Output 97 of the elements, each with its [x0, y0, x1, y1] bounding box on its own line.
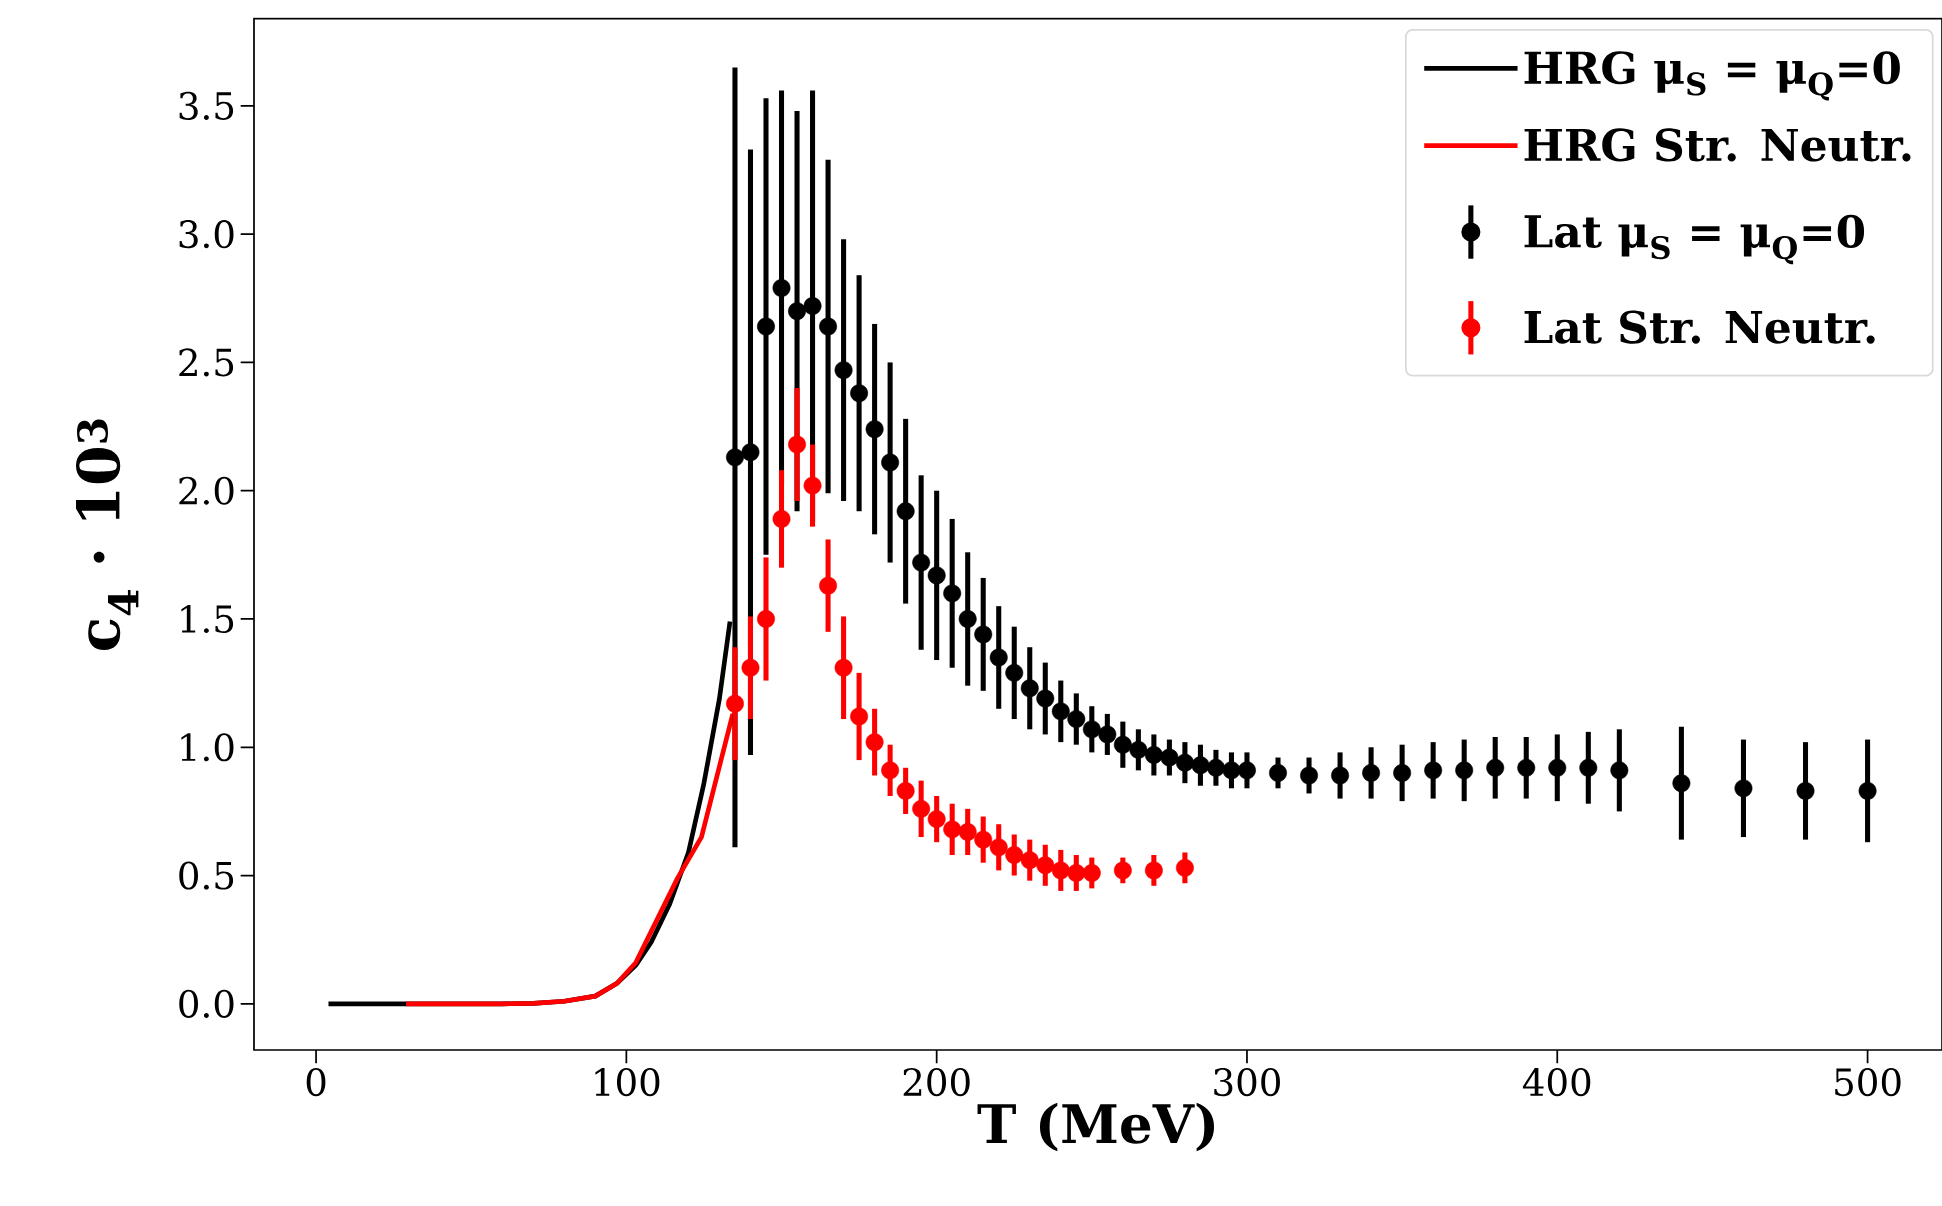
point [834, 361, 853, 380]
point [1300, 766, 1318, 785]
point [881, 761, 900, 780]
y-tick-label: 0.5 [179, 861, 234, 890]
legend-label: HRG Str. Neutr. [1524, 128, 1911, 162]
point [803, 476, 822, 495]
point [1067, 864, 1086, 882]
point [974, 625, 993, 644]
point [958, 822, 977, 841]
point [1113, 861, 1132, 880]
point [1238, 761, 1256, 780]
point [850, 707, 869, 726]
point [1610, 761, 1629, 780]
point [974, 830, 993, 849]
point [912, 799, 931, 818]
point [1082, 864, 1101, 882]
point [989, 648, 1008, 667]
point [1175, 753, 1194, 772]
point [1269, 763, 1287, 782]
point [1858, 781, 1877, 800]
point [1548, 758, 1567, 777]
point [1517, 758, 1536, 777]
point [757, 317, 775, 336]
point [1796, 781, 1815, 800]
point [1455, 761, 1474, 780]
point [896, 502, 915, 521]
point [943, 820, 962, 839]
point [803, 297, 822, 315]
point [1144, 861, 1163, 880]
point [1734, 779, 1753, 798]
point [819, 317, 837, 336]
point [1207, 758, 1225, 777]
point [1051, 702, 1070, 721]
point [1175, 858, 1194, 877]
x-tick-label: 300 [1214, 1068, 1280, 1097]
y-axis-title: c$_{4}$ · 10$^{3}$ [76, 419, 139, 651]
point [1160, 748, 1179, 767]
point [1113, 735, 1132, 754]
y-tick-label: 0.0 [179, 989, 234, 1018]
y-tick-label: 2.0 [179, 476, 234, 505]
point [757, 610, 775, 628]
y-tick-label: 1.5 [181, 604, 234, 634]
point [1036, 856, 1055, 875]
point [1579, 758, 1598, 777]
x-axis-title: T (MeV) [977, 1102, 1215, 1152]
x-tick-label: 400 [1522, 1068, 1591, 1097]
point [943, 584, 962, 603]
x-tick-label: 100 [595, 1068, 660, 1097]
point [989, 838, 1008, 857]
point [726, 694, 744, 713]
point [788, 435, 806, 454]
point [1144, 746, 1163, 764]
point [1129, 740, 1148, 759]
y-tick-label: 3.5 [179, 91, 234, 120]
x-tick-label: 200 [903, 1068, 970, 1097]
point [772, 279, 791, 297]
legend-label: Lat μ$_{S}$ = μ$_{Q}$=0 [1524, 214, 1865, 265]
point [927, 810, 946, 829]
point [1020, 851, 1039, 870]
point [927, 566, 946, 585]
point [1191, 756, 1210, 775]
point [834, 658, 853, 677]
point [1051, 861, 1070, 880]
point [881, 453, 900, 472]
point [1362, 763, 1381, 782]
point [1067, 710, 1086, 728]
point [1098, 725, 1117, 744]
point [1005, 846, 1024, 864]
x-tick-label: 500 [1835, 1068, 1901, 1097]
point [1672, 774, 1691, 793]
y-tick-label: 1.0 [181, 733, 234, 762]
point [1393, 763, 1412, 782]
point [788, 302, 806, 321]
point [1424, 761, 1443, 780]
point [1222, 761, 1241, 780]
point [726, 448, 744, 467]
point [741, 658, 760, 677]
point [1486, 758, 1505, 777]
point [865, 733, 884, 752]
y-tick-label: 2.5 [179, 348, 234, 377]
point [741, 443, 760, 462]
point [865, 420, 884, 439]
x-tick-label: 0 [306, 1068, 326, 1097]
point [1005, 663, 1024, 682]
legend-label: HRG μ$_{S}$ = μ$_{Q}$=0 [1524, 51, 1900, 101]
point [772, 510, 791, 528]
point [1020, 679, 1039, 698]
point [912, 553, 931, 572]
y-tick-label: 3.0 [179, 220, 234, 249]
legend-label: Lat Str. Neutr. [1524, 310, 1875, 344]
point [1082, 720, 1101, 739]
point [1036, 689, 1055, 708]
point [958, 610, 977, 628]
point [1331, 766, 1349, 785]
point [850, 384, 869, 403]
point [896, 781, 915, 800]
point [819, 576, 837, 595]
